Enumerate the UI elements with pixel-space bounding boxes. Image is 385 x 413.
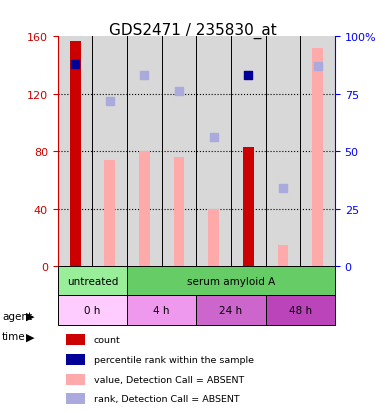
Point	[280, 185, 286, 192]
Bar	[139, 152, 150, 267]
Point	[176, 89, 182, 95]
Text: GSM143730: GSM143730	[205, 269, 214, 324]
Bar	[66, 374, 85, 385]
Text: agent: agent	[2, 311, 32, 321]
Bar	[92, 37, 127, 267]
Bar	[312, 49, 323, 267]
Bar	[162, 37, 196, 267]
Point	[72, 62, 78, 68]
Bar	[243, 147, 254, 267]
Text: GSM143729: GSM143729	[170, 269, 179, 323]
Bar	[196, 37, 231, 267]
Text: untreated: untreated	[67, 276, 118, 286]
Text: 0 h: 0 h	[84, 305, 100, 315]
Text: GSM143726: GSM143726	[66, 269, 75, 323]
Bar	[127, 296, 196, 325]
Text: 48 h: 48 h	[289, 305, 312, 315]
Text: GDS2471 / 235830_at: GDS2471 / 235830_at	[109, 23, 276, 39]
Text: value, Detection Call = ABSENT: value, Detection Call = ABSENT	[94, 375, 244, 384]
Bar	[58, 37, 92, 267]
Bar	[196, 296, 266, 325]
Bar	[278, 245, 288, 267]
Point	[245, 73, 251, 79]
Bar	[58, 296, 127, 325]
Bar	[231, 37, 266, 267]
Text: count: count	[94, 335, 121, 344]
Point	[211, 135, 217, 141]
Text: GSM143728: GSM143728	[136, 269, 144, 323]
Text: GSM143732: GSM143732	[274, 269, 283, 323]
Bar	[127, 37, 162, 267]
Text: GSM143727: GSM143727	[101, 269, 110, 323]
Bar	[66, 393, 85, 404]
Bar	[266, 37, 300, 267]
Text: GSM143731: GSM143731	[239, 269, 248, 324]
Bar	[70, 41, 80, 267]
Bar	[266, 296, 335, 325]
Bar	[174, 158, 184, 267]
Text: 24 h: 24 h	[219, 305, 243, 315]
Bar	[66, 355, 85, 366]
Text: ▶: ▶	[26, 332, 35, 342]
Text: percentile rank within the sample: percentile rank within the sample	[94, 356, 254, 365]
Bar	[66, 335, 85, 345]
Point	[315, 64, 321, 70]
Bar	[127, 267, 335, 296]
Point	[107, 98, 113, 105]
Text: serum amyloid A: serum amyloid A	[187, 276, 275, 286]
Point	[141, 73, 147, 79]
Text: 4 h: 4 h	[154, 305, 170, 315]
Text: ▶: ▶	[26, 311, 35, 321]
Text: rank, Detection Call = ABSENT: rank, Detection Call = ABSENT	[94, 394, 239, 403]
Text: GSM143733: GSM143733	[309, 269, 318, 324]
Bar	[104, 161, 115, 267]
Bar	[58, 267, 127, 296]
Text: time: time	[2, 332, 25, 342]
Bar	[300, 37, 335, 267]
Bar	[208, 209, 219, 267]
